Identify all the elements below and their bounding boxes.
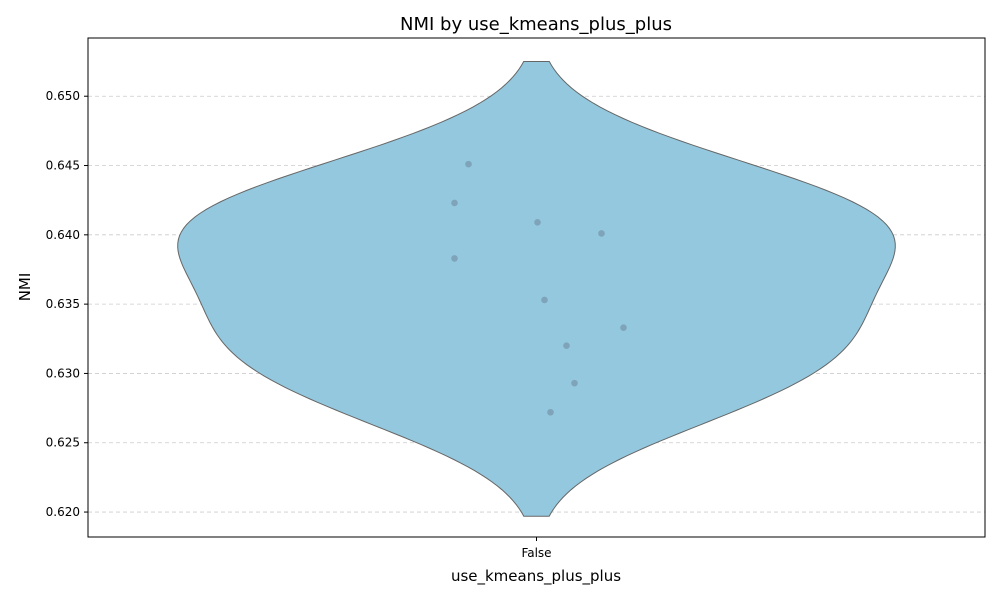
x-tick-label: False [521, 546, 551, 560]
y-axis: 0.620 0.625 0.630 0.635 0.640 0.645 0.650 [46, 89, 88, 519]
y-tick-label: 0.620 [46, 505, 80, 519]
data-point [451, 199, 458, 207]
y-tick-label: 0.630 [46, 366, 80, 380]
x-axis-title: use_kmeans_plus_plus [451, 567, 621, 586]
y-tick-label: 0.645 [46, 159, 80, 173]
violin-body [177, 61, 896, 517]
data-point [534, 219, 541, 226]
y-tick-label: 0.635 [46, 297, 80, 311]
y-tick-label: 0.640 [46, 228, 80, 242]
data-point [598, 230, 605, 237]
data-points [451, 160, 627, 416]
x-axis: False [521, 537, 552, 560]
y-axis-title: NMI [16, 273, 34, 302]
data-point [451, 255, 458, 262]
data-point [541, 296, 548, 304]
data-point [547, 408, 554, 416]
y-tick-label: 0.650 [46, 89, 80, 103]
data-point [563, 342, 570, 350]
chart-title: NMI by use_kmeans_plus_plus [400, 14, 672, 35]
data-point [571, 379, 578, 387]
data-point [620, 324, 627, 331]
data-point [465, 160, 472, 168]
y-tick-label: 0.625 [46, 436, 80, 450]
